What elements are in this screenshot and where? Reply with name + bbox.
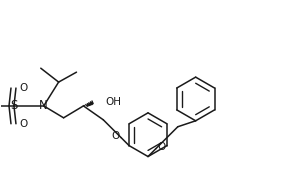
Text: S: S [10, 99, 18, 112]
Text: O: O [20, 119, 28, 129]
Text: O: O [111, 131, 119, 141]
Text: OH: OH [105, 97, 121, 107]
Text: O: O [158, 142, 166, 152]
Text: O: O [20, 83, 28, 93]
Text: N: N [39, 99, 48, 112]
